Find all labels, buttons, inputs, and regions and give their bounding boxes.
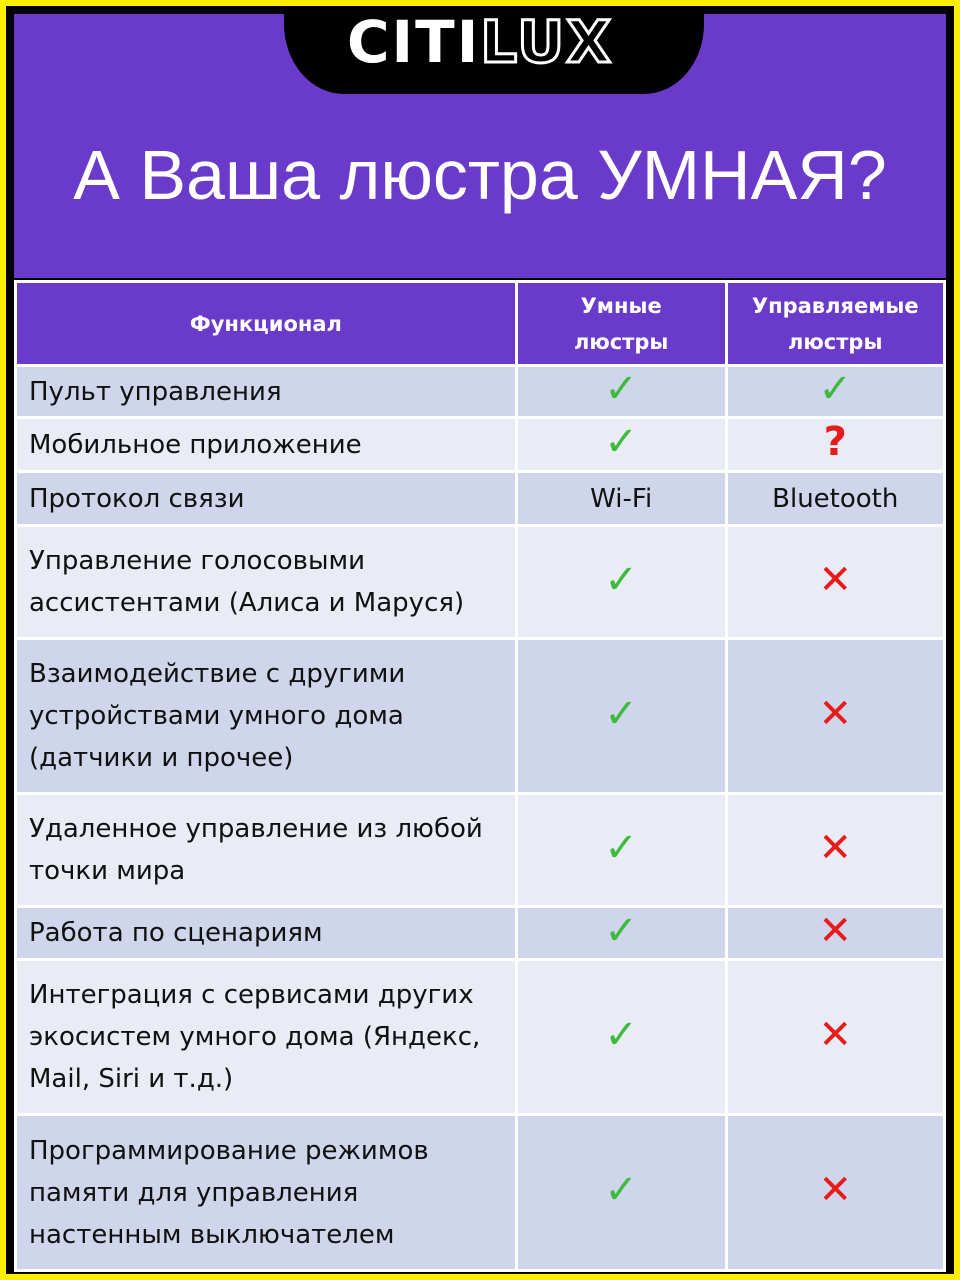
- cross-icon: ✕: [818, 907, 852, 954]
- header-banner: [14, 14, 946, 278]
- logo-background: [284, 14, 704, 94]
- smart-cell: ✓: [514, 416, 728, 473]
- check-icon: ✓: [818, 366, 852, 412]
- controlled-cell: ✕: [724, 1113, 946, 1272]
- feature-cell: Удаленное управление из любой точки мира: [14, 792, 518, 908]
- citilux-logo: CITILUX: [346, 7, 613, 78]
- feature-cell: Протокол связи: [14, 470, 518, 527]
- feature-cell: Программирование режимов памяти для упра…: [14, 1113, 518, 1272]
- controlled-cell: ✕: [724, 905, 946, 961]
- check-icon: ✓: [604, 556, 638, 603]
- smart-cell: ✓: [514, 524, 728, 640]
- controlled-cell: ✕: [724, 792, 946, 908]
- comparison-table: Функционал Умные люстры Управляемые люст…: [14, 280, 946, 1272]
- controlled-cell: ?: [724, 416, 946, 473]
- cell-value: Bluetooth: [772, 483, 899, 514]
- smart-cell: ✓: [514, 905, 728, 961]
- smart-cell: Wi-Fi: [514, 470, 728, 527]
- controlled-cell: ✕: [724, 524, 946, 640]
- feature-cell: Управление голосовыми ассистентами (Алис…: [14, 524, 518, 640]
- feature-cell: Работа по сценариям: [14, 905, 518, 961]
- question-icon: ?: [823, 419, 847, 465]
- check-icon: ✓: [604, 366, 638, 412]
- cell-value: Wi-Fi: [590, 483, 653, 514]
- smart-cell: ✓: [514, 792, 728, 908]
- cross-icon: ✕: [818, 1011, 852, 1058]
- cross-icon: ✕: [818, 556, 852, 603]
- table-row: Взаимодействие с другими устройствами ум…: [14, 637, 946, 795]
- header-feature: Функционал: [14, 280, 518, 367]
- feature-cell: Мобильное приложение: [14, 416, 518, 473]
- feature-cell: Интеграция с сервисами других экосистем …: [14, 958, 518, 1116]
- page-title: А Ваша люстра УМНАЯ?: [73, 136, 887, 214]
- header-smart: Умные люстры: [514, 280, 728, 367]
- smart-cell: ✓: [514, 364, 728, 419]
- table-row: Интеграция с сервисами других экосистем …: [14, 958, 946, 1116]
- feature-cell: Пульт управления: [14, 364, 518, 419]
- cross-icon: ✕: [818, 824, 852, 871]
- smart-cell: ✓: [514, 637, 728, 795]
- table-row: Работа по сценариям ✓ ✕: [14, 905, 946, 961]
- check-icon: ✓: [604, 1011, 638, 1058]
- table-row: Пульт управления ✓ ✓: [14, 364, 946, 419]
- table-row: Программирование режимов памяти для упра…: [14, 1113, 946, 1272]
- controlled-cell: ✓: [724, 364, 946, 419]
- controlled-cell: Bluetooth: [724, 470, 946, 527]
- cross-icon: ✕: [818, 690, 852, 737]
- cross-icon: ✕: [818, 1167, 852, 1213]
- check-icon: ✓: [604, 907, 638, 954]
- table-row: Удаленное управление из любой точки мира…: [14, 792, 946, 908]
- table-row: Мобильное приложение ✓ ?: [14, 416, 946, 473]
- header-controlled: Управляемые люстры: [724, 280, 946, 367]
- check-icon: ✓: [604, 824, 638, 871]
- check-icon: ✓: [604, 690, 638, 737]
- feature-cell: Взаимодействие с другими устройствами ум…: [14, 637, 518, 795]
- table-header-row: Функционал Умные люстры Управляемые люст…: [14, 280, 946, 367]
- check-icon: ✓: [604, 419, 638, 465]
- table-row: Протокол связи Wi-Fi Bluetooth: [14, 470, 946, 527]
- check-icon: ✓: [604, 1167, 638, 1213]
- smart-cell: ✓: [514, 958, 728, 1116]
- smart-cell: ✓: [514, 1113, 728, 1272]
- table-row: Управление голосовыми ассистентами (Алис…: [14, 524, 946, 640]
- controlled-cell: ✕: [724, 637, 946, 795]
- controlled-cell: ✕: [724, 958, 946, 1116]
